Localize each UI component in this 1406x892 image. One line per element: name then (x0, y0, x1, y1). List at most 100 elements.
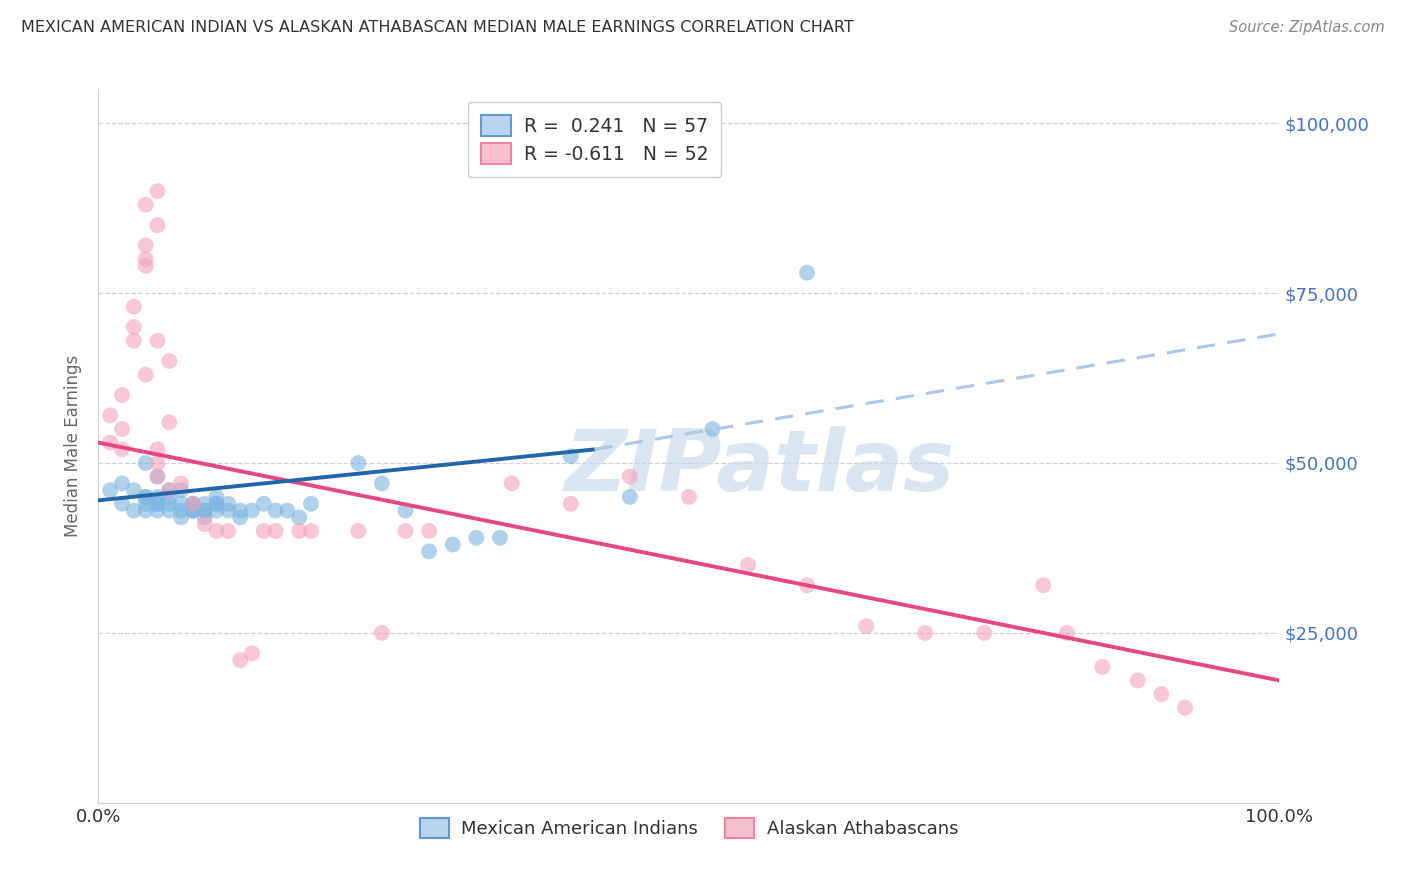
Point (465, 531, 488, 545)
Point (619, 490, 641, 504)
Point (371, 476, 394, 491)
Point (146, 503, 169, 517)
Text: MEXICAN AMERICAN INDIAN VS ALASKAN ATHABASCAN MEDIAN MALE EARNINGS CORRELATION C: MEXICAN AMERICAN INDIAN VS ALASKAN ATHAB… (21, 20, 853, 35)
Point (170, 510, 193, 524)
Point (229, 510, 252, 524)
Point (122, 300, 145, 314)
Text: Source: ZipAtlas.com: Source: ZipAtlas.com (1229, 20, 1385, 35)
Point (181, 497, 204, 511)
Point (111, 388, 134, 402)
Point (276, 503, 298, 517)
Point (299, 524, 322, 538)
Point (181, 503, 204, 517)
Point (146, 184, 169, 198)
Point (194, 503, 217, 517)
Point (181, 497, 204, 511)
Point (135, 490, 157, 504)
Point (157, 503, 180, 517)
Point (217, 503, 239, 517)
Point (229, 653, 252, 667)
Point (194, 497, 217, 511)
Point (560, 497, 582, 511)
Point (253, 497, 276, 511)
Point (135, 368, 157, 382)
Point (111, 497, 134, 511)
Point (702, 422, 724, 436)
Point (146, 469, 169, 483)
Point (135, 252, 157, 266)
Point (205, 497, 228, 511)
Point (205, 524, 228, 538)
Point (98, 435, 121, 450)
Point (264, 524, 287, 538)
Point (98, 409, 121, 423)
Point (501, 476, 523, 491)
Legend: Mexican American Indians, Alaskan Athabascans: Mexican American Indians, Alaskan Athaba… (411, 809, 967, 847)
Point (135, 238, 157, 252)
Point (146, 497, 169, 511)
Point (737, 558, 759, 572)
Point (157, 354, 180, 368)
Point (111, 476, 134, 491)
Point (157, 483, 180, 498)
Point (347, 456, 370, 470)
Point (855, 619, 877, 633)
Point (146, 490, 169, 504)
Point (146, 334, 169, 348)
Point (288, 524, 311, 538)
Point (796, 266, 818, 280)
Point (205, 490, 228, 504)
Point (157, 415, 180, 429)
Point (157, 490, 180, 504)
Point (371, 626, 394, 640)
Point (560, 449, 582, 463)
Point (194, 510, 217, 524)
Point (135, 198, 157, 212)
Point (229, 503, 252, 517)
Point (170, 476, 193, 491)
Point (1126, 673, 1149, 688)
Point (678, 490, 700, 504)
Point (194, 517, 217, 532)
Point (170, 483, 193, 498)
Point (253, 524, 276, 538)
Point (146, 456, 169, 470)
Point (441, 537, 464, 551)
Point (1150, 687, 1173, 701)
Point (264, 503, 287, 517)
Point (288, 510, 311, 524)
Point (111, 422, 134, 436)
Point (146, 497, 169, 511)
Point (240, 503, 263, 517)
Point (181, 497, 204, 511)
Point (418, 524, 440, 538)
Point (146, 442, 169, 457)
Point (170, 503, 193, 517)
Point (135, 259, 157, 273)
Point (299, 497, 322, 511)
Point (146, 469, 169, 483)
Point (111, 442, 134, 457)
Point (796, 578, 818, 592)
Point (394, 503, 416, 517)
Point (135, 497, 157, 511)
Point (122, 320, 145, 334)
Point (122, 334, 145, 348)
Point (98, 483, 121, 498)
Point (914, 626, 936, 640)
Point (122, 503, 145, 517)
Point (146, 218, 169, 232)
Point (135, 490, 157, 504)
Text: ZIPatlas: ZIPatlas (565, 425, 955, 509)
Y-axis label: Median Male Earnings: Median Male Earnings (65, 355, 83, 537)
Point (217, 497, 239, 511)
Point (181, 503, 204, 517)
Point (217, 524, 239, 538)
Point (619, 469, 641, 483)
Point (135, 503, 157, 517)
Point (205, 497, 228, 511)
Point (181, 503, 204, 517)
Point (973, 626, 995, 640)
Point (205, 503, 228, 517)
Point (1174, 700, 1197, 714)
